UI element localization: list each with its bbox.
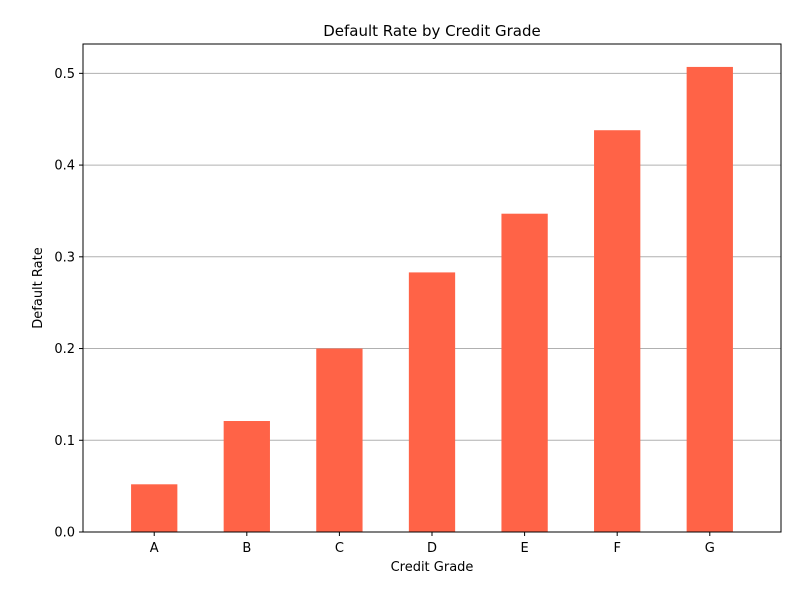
bar-C	[316, 348, 363, 532]
x-tick-label: C	[335, 541, 344, 556]
x-tick-label: F	[613, 541, 620, 556]
y-tick-label: 0.2	[54, 342, 75, 357]
bar-B	[223, 421, 270, 532]
y-tick-label: 0.0	[54, 526, 75, 541]
x-tick-label: G	[705, 541, 715, 556]
bar-F	[594, 130, 641, 532]
bar-A	[131, 484, 178, 532]
x-tick-label: B	[242, 541, 251, 556]
x-tick-label: D	[427, 541, 437, 556]
y-tick-label: 0.3	[54, 250, 75, 265]
chart-title: Default Rate by Credit Grade	[323, 22, 541, 40]
y-tick-label: 0.4	[54, 159, 75, 174]
y-axis-label: Default Rate	[31, 247, 46, 328]
x-axis: A B C D E F G	[150, 532, 715, 556]
x-tick-label: E	[520, 541, 528, 556]
bar-E	[501, 213, 548, 532]
bars-layer	[131, 66, 733, 533]
bar-G	[686, 66, 733, 533]
x-axis-label: Credit Grade	[391, 560, 474, 575]
bar-D	[408, 272, 456, 532]
y-axis: 0.0 0.1 0.2 0.3 0.4 0.5	[54, 67, 83, 541]
y-tick-label: 0.5	[54, 67, 75, 82]
x-tick-label: A	[150, 541, 159, 556]
y-tick-label: 0.1	[54, 434, 75, 449]
